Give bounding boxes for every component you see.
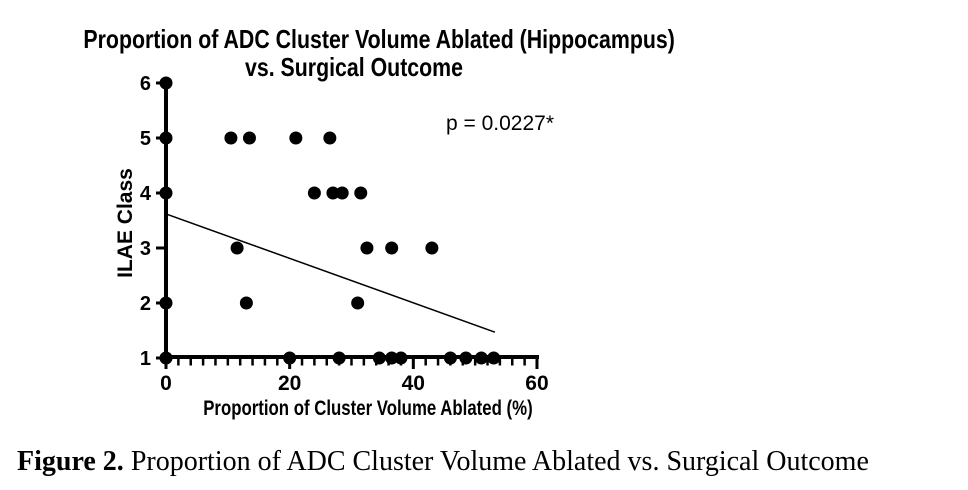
data-point (224, 131, 238, 145)
data-point (354, 186, 368, 200)
data-point (230, 241, 244, 255)
figure-caption-prefix: Figure 2. (17, 446, 124, 477)
data-point (372, 351, 386, 365)
data-point (443, 351, 457, 365)
data-point (159, 186, 173, 200)
y-tick-label: 4 (140, 183, 152, 205)
data-point (351, 296, 365, 310)
data-point (242, 131, 256, 145)
y-tick-label: 2 (140, 293, 151, 315)
x-tick-label: 60 (525, 372, 548, 395)
data-point (425, 241, 439, 255)
chart-title-line2: vs. Surgical Outcome (244, 52, 464, 82)
data-point (394, 351, 408, 365)
data-point (385, 351, 399, 365)
chart-title-line1: Proportion of ADC Cluster Volume Ablated… (83, 24, 675, 54)
y-tick-label: 1 (140, 348, 151, 370)
data-point (385, 241, 399, 255)
data-point (326, 186, 340, 200)
data-point (159, 76, 173, 90)
x-tick-label: 40 (402, 372, 425, 395)
data-point (360, 241, 374, 255)
data-point (307, 186, 321, 200)
data-point (459, 351, 473, 365)
x-axis-label: Proportion of Cluster Volume Ablated (%) (203, 397, 533, 420)
data-point (332, 351, 346, 365)
y-tick-label: 6 (140, 73, 151, 95)
data-point (335, 186, 349, 200)
chart-title: Proportion of ADC Cluster Volume Ablated… (83, 24, 675, 82)
figure-caption: Figure 2. Proportion of ADC Cluster Volu… (17, 446, 967, 478)
y-tick-label: 3 (140, 238, 151, 260)
data-point (323, 131, 337, 145)
data-point (159, 296, 173, 310)
x-tick-label: 20 (278, 372, 301, 395)
p-value-annotation: p = 0.0227* (446, 112, 555, 135)
data-point (474, 351, 488, 365)
trend-line (165, 213, 496, 333)
data-point (239, 296, 253, 310)
y-tick-label: 5 (140, 128, 151, 150)
data-point (283, 351, 297, 365)
data-point (487, 351, 501, 365)
data-point (159, 351, 173, 365)
axis-spine (164, 83, 539, 359)
figure-caption-text: Proportion of ADC Cluster Volume Ablated… (123, 446, 869, 477)
data-point (289, 131, 303, 145)
data-point (159, 131, 173, 145)
x-tick-label: 0 (160, 372, 172, 395)
